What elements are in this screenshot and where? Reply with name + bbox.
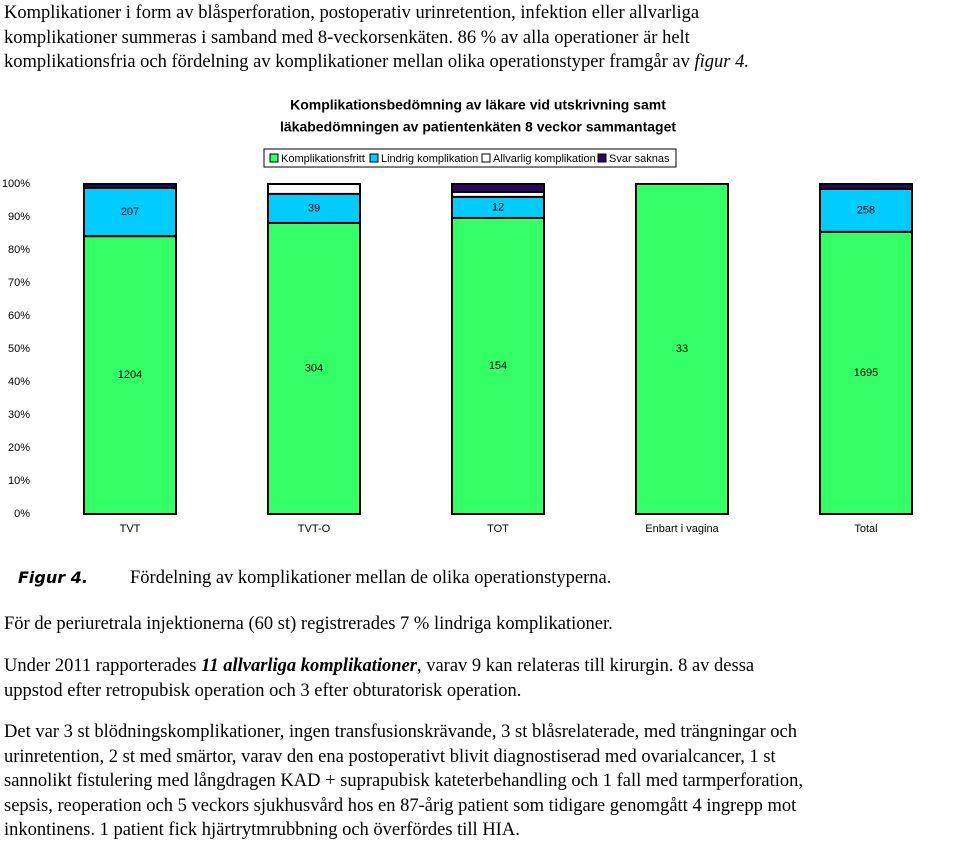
- text: komplikationsfria och fördelning av komp…: [4, 52, 690, 72]
- bar-segment: [267, 183, 361, 195]
- chart: Komplikationsbedömning av läkare vid uts…: [2, 97, 913, 535]
- line: sannolikt fistulering med långdragen KAD…: [4, 771, 804, 791]
- chart-title: Komplikationsbedömning av läkare vid uts…: [290, 97, 666, 113]
- y-tick-label: 40%: [8, 376, 30, 388]
- text: Under 2011 rapporterades: [4, 656, 197, 676]
- x-tick-label: TVT: [120, 523, 141, 535]
- caption: Figur 4. Fördelning av komplikationer mel…: [18, 566, 611, 591]
- legend-swatch: [369, 153, 379, 163]
- count-label: 154: [489, 360, 507, 372]
- line: urinretention, 2 st med smärtor, varav d…: [4, 746, 776, 767]
- y-tick-label: 60%: [8, 310, 30, 322]
- line: komplikationer summeras i samband med 8-…: [4, 27, 690, 48]
- line: Under 2011 rapporterades 11 allvarliga k…: [4, 654, 754, 679]
- bar-segment: [451, 216, 545, 516]
- y-tick-label: 20%: [8, 442, 30, 454]
- legend-swatch: [269, 153, 279, 163]
- caption-label: Figur 4.: [18, 568, 88, 587]
- line: inkontinens. 1 patient fick hjärtrytmrub…: [4, 820, 520, 840]
- count-label: 207: [121, 206, 139, 218]
- bar-segment: [819, 187, 913, 233]
- bar-segment: [451, 183, 545, 193]
- bar-segment: [635, 183, 729, 515]
- line: Det var 3 st blödningskomplikationer, in…: [4, 722, 798, 742]
- x-tick-label: Enbart i vagina: [645, 523, 719, 535]
- bar-segment: [83, 186, 177, 238]
- y-tick-label: 0%: [14, 508, 30, 520]
- legend-label: Komplikationsfritt: [281, 153, 365, 165]
- paragraph: Under 2011 rapporterades 11 allvarliga k…: [4, 654, 754, 703]
- x-tick-label: TVT-O: [298, 523, 331, 535]
- line: Komplikationer i form av blåsperforation…: [4, 3, 700, 23]
- legend-label: Lindrig komplikation: [381, 153, 478, 165]
- count-label: 33: [676, 343, 688, 355]
- y-tick-label: 80%: [8, 244, 30, 256]
- legend-label: Allvarlig komplikation: [493, 153, 596, 165]
- legend-frame: [263, 148, 677, 168]
- line: komplikationsfria och fördelning av komp…: [4, 50, 749, 75]
- line: sepsis, reoperation och 5 veckors sjukhu…: [4, 795, 797, 816]
- y-tick-label: 90%: [8, 211, 30, 223]
- count-label: 304: [305, 362, 323, 374]
- count-label: 1204: [118, 369, 142, 381]
- bar-segment: [819, 230, 913, 515]
- y-tick-label: 70%: [8, 277, 30, 289]
- figure-ref: figur 4.: [694, 52, 749, 72]
- count-label: 12: [492, 201, 504, 213]
- x-tick-label: TOT: [487, 523, 509, 535]
- legend-swatch: [597, 153, 607, 163]
- bar-segment: [83, 183, 177, 189]
- count-label: 1695: [854, 367, 878, 379]
- emphasis: 11 allvarliga komplikationer: [201, 656, 417, 676]
- bar-segment: [819, 183, 913, 190]
- paragraph: För de periuretrala injektionerna (60 st…: [4, 614, 613, 634]
- text: , varav 9 kan relateras till kirurgin. 8…: [416, 656, 755, 676]
- chart-title: läkabedömningen av patientenkäten 8 veck…: [280, 119, 676, 135]
- paragraph: Det var 3 st blödningskomplikationer, in…: [4, 720, 803, 843]
- intro: Komplikationer i form av blåsperforation…: [4, 1, 749, 75]
- legend-label: Svar saknas: [609, 153, 670, 165]
- y-tick-label: 10%: [8, 475, 30, 487]
- caption-text: Fördelning av komplikationer mellan de o…: [130, 568, 612, 588]
- y-tick-label: 100%: [2, 178, 30, 190]
- legend-swatch: [481, 153, 491, 163]
- count-label: 39: [308, 202, 320, 214]
- x-tick-label: Total: [854, 523, 877, 535]
- y-tick-label: 30%: [8, 409, 30, 421]
- line: uppstod efter retropubisk operation och …: [4, 680, 522, 701]
- y-tick-label: 50%: [8, 343, 30, 355]
- count-label: 258: [857, 204, 875, 216]
